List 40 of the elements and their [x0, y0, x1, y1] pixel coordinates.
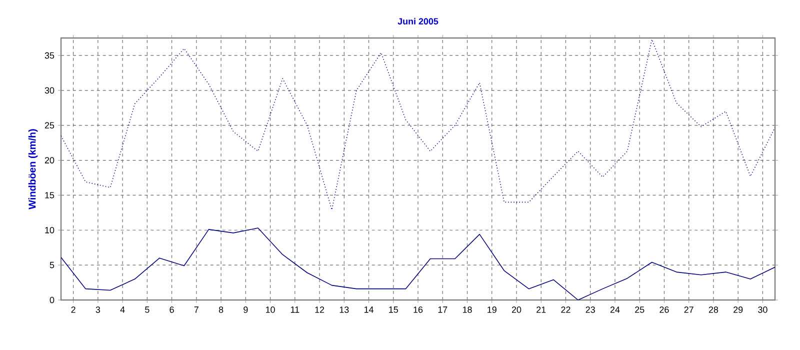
- x-tick-label: 26: [660, 306, 669, 313]
- x-tick-label: 4: [120, 306, 125, 313]
- x-tick-label: 5: [145, 306, 150, 313]
- y-tick-label: 30: [44, 87, 54, 94]
- y-tick-label: 20: [44, 157, 54, 164]
- x-tick-label: 24: [610, 306, 620, 313]
- y-tick-label: 35: [44, 52, 54, 59]
- y-tick-label: 0: [50, 296, 54, 304]
- x-tick-label: 28: [708, 306, 718, 313]
- x-tick-label: 15: [389, 306, 398, 313]
- x-tick-label: 29: [734, 306, 743, 313]
- x-tick-label: 16: [414, 306, 423, 313]
- x-tick-label: 11: [290, 306, 300, 313]
- x-tick-label: 20: [512, 306, 522, 313]
- y-tick-label: 5: [50, 262, 54, 268]
- x-tick-label: 18: [462, 306, 472, 313]
- x-tick-label: 30: [758, 306, 768, 313]
- x-tick-label: 12: [315, 306, 324, 313]
- x-tick-label: 8: [218, 306, 224, 313]
- y-axis-title: Windböen (km/h): [28, 129, 38, 210]
- x-tick-label: 23: [586, 306, 595, 313]
- y-tick-label: 15: [45, 192, 54, 198]
- x-tick-label: 17: [438, 306, 448, 313]
- x-tick-label: 21: [536, 306, 546, 313]
- x-tick-label: 6: [170, 306, 174, 313]
- y-tick-label: 25: [44, 122, 54, 129]
- x-tick-label: 2: [71, 306, 76, 313]
- x-tick-label: 13: [340, 306, 349, 313]
- x-tick-label: 22: [561, 306, 570, 313]
- x-tick-label: 3: [96, 306, 100, 313]
- chart-title: Juni 2005: [398, 18, 438, 25]
- line-series: [61, 38, 776, 210]
- x-tick-label: 19: [488, 306, 496, 313]
- x-tick-label: 25: [635, 306, 644, 313]
- x-tick-label: 10: [266, 306, 275, 313]
- y-tick-label: 10: [45, 226, 54, 234]
- x-tick-label: 7: [194, 306, 198, 313]
- x-tick-label: 27: [684, 306, 694, 313]
- x-tick-label: 14: [364, 306, 374, 313]
- x-tick-label: 9: [244, 306, 248, 313]
